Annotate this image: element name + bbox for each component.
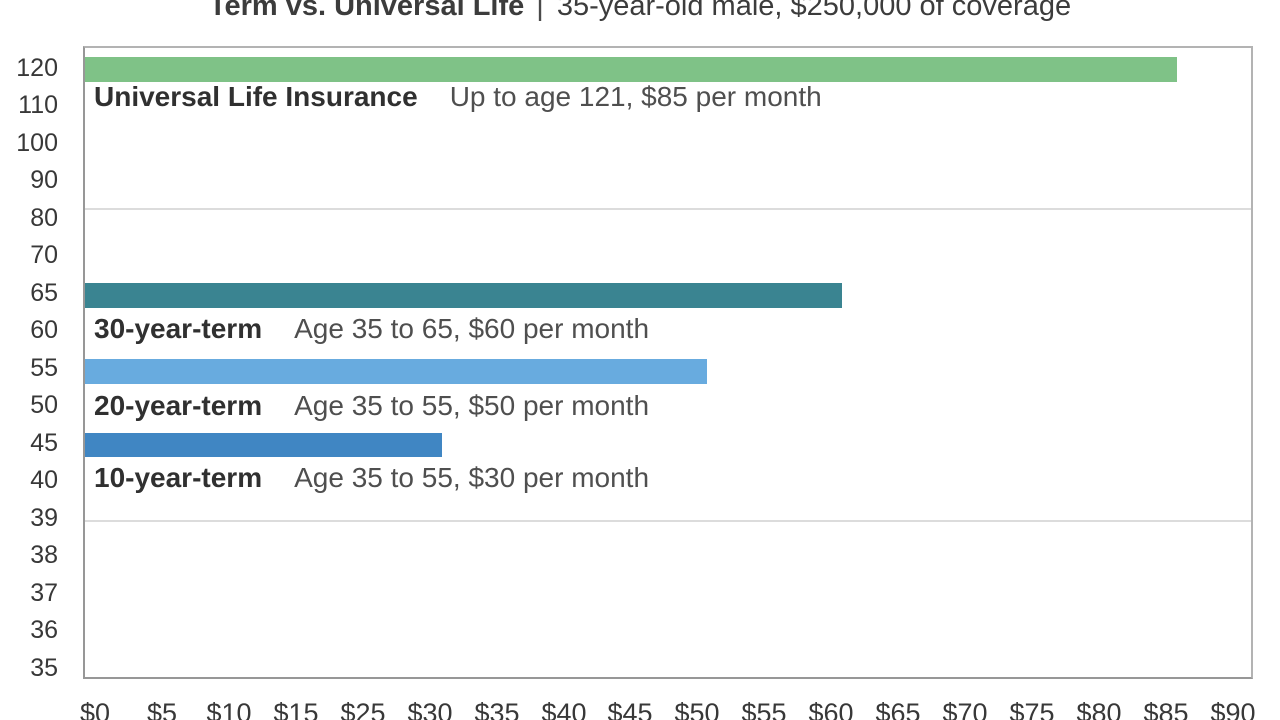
bar-30-year-term [85,283,842,308]
y-axis-tick-label: 65 [30,279,58,307]
y-axis-tick-label: 38 [30,541,58,569]
x-axis-tick-label: $70 [942,698,988,720]
gridline-upper [85,208,1251,210]
y-axis-tick-label: 80 [30,204,58,232]
x-axis-tick-label: $85 [1143,698,1189,720]
x-axis-tick-label: $45 [607,698,653,720]
x-axis-tick-label: $0 [79,698,111,720]
x-axis-tick-label: $55 [741,698,787,720]
y-axis-tick-label: 39 [30,504,58,532]
chart-title-main: Term vs. Universal Life [208,0,525,22]
y-axis-tick-label: 90 [30,166,58,194]
series-name: 10-year-term [94,462,263,493]
series-name: 30-year-term [94,313,263,344]
bar-label-10-year-term: 10-year-term Age 35 to 55, $30 per month [94,463,649,493]
x-axis-tick-label: $50 [674,698,720,720]
x-axis-tick-label: $60 [808,698,854,720]
x-axis-tick-label: $15 [273,698,319,720]
y-axis-tick-label: 100 [16,129,58,157]
y-axis-tick-label: 45 [30,429,58,457]
x-axis-tick-label: $5 [146,698,178,720]
y-axis-tick-label: 36 [30,616,58,644]
y-axis: 120 110 100 90 80 70 65 60 55 50 45 40 3… [0,0,58,720]
series-annotation: Age 35 to 55, $30 per month [294,462,650,493]
y-axis-tick-label: 110 [18,91,58,119]
bar-20-year-term [85,359,707,384]
y-axis-tick-label: 40 [30,466,58,494]
series-annotation: Age 35 to 55, $50 per month [294,390,650,421]
x-axis-tick-label: $40 [541,698,587,720]
chart-title-separator: | [536,0,544,22]
series-annotation: Age 35 to 65, $60 per month [294,313,650,344]
x-axis-tick-label: $10 [206,698,252,720]
bar-label-30-year-term: 30-year-term Age 35 to 65, $60 per month [94,314,649,344]
chart-title-subtitle: 35-year-old male, $250,000 of coverage [556,0,1072,22]
y-axis-tick-label: 60 [30,316,58,344]
plot-area: Universal Life Insurance Up to age 121, $… [83,46,1253,679]
bar-label-20-year-term: 20-year-term Age 35 to 55, $50 per month [94,391,649,421]
x-axis-tick-label: $25 [340,698,386,720]
bar-10-year-term [85,433,442,457]
y-axis-tick-label: 55 [30,354,58,382]
y-axis-tick-label: 70 [30,241,58,269]
y-axis-tick-label: 50 [30,391,58,419]
x-axis-tick-label: $75 [1009,698,1055,720]
series-annotation: Up to age 121, $85 per month [449,81,822,112]
series-name: 20-year-term [94,390,263,421]
x-axis-tick-label: $35 [474,698,520,720]
gridline-lower [85,520,1251,522]
y-axis-tick-label: 35 [30,654,58,682]
x-axis-tick-label: $80 [1076,698,1122,720]
x-axis-tick-label: $30 [407,698,453,720]
y-axis-tick-label: 120 [16,54,58,82]
x-axis-tick-label: $90 [1210,698,1256,720]
series-name: Universal Life Insurance [94,81,418,112]
x-axis-tick-label: $65 [875,698,921,720]
chart-title: Term vs. Universal Life | 35-year-old male… [0,0,1280,23]
bar-universal-life [85,57,1177,82]
y-axis-tick-label: 37 [30,579,58,607]
bar-label-universal-life: Universal Life Insurance Up to age 121, $… [94,82,822,112]
